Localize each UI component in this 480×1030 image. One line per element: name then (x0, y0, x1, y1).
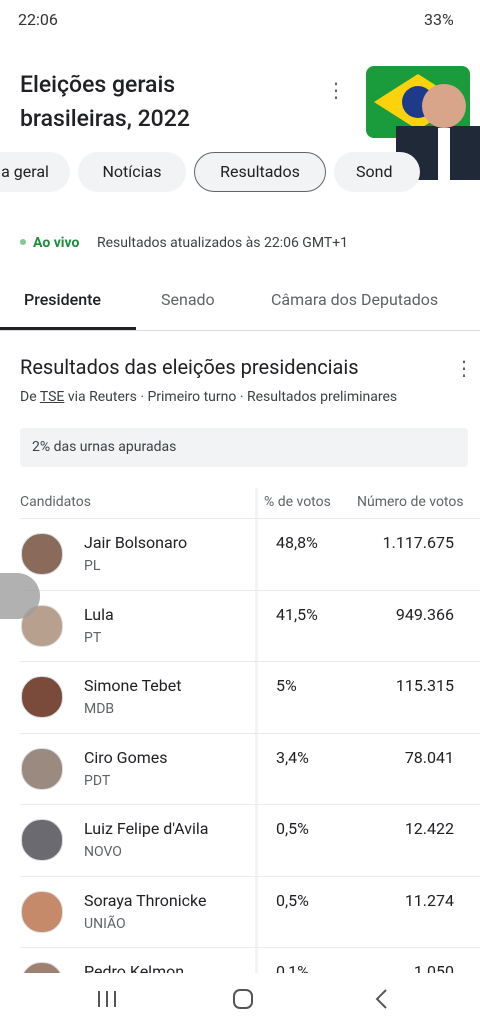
chip[interactable]: Sond (334, 152, 420, 192)
status-time: 22:06 (18, 10, 58, 29)
party: PT (84, 629, 102, 646)
vote-pct: 3,4% (276, 747, 309, 767)
chip[interactable]: Notícias (78, 152, 186, 192)
avatar (21, 676, 63, 718)
column-divider (255, 488, 258, 973)
party: UNIÃO (84, 915, 126, 932)
vote-count: 1.117.675 (382, 533, 454, 552)
candidate-name: Soraya Thronicke (84, 890, 207, 910)
source: De TSE via Reuters · Primeiro turno · Re… (20, 389, 397, 405)
source-rest: via Reuters · Primeiro turno · Resultado… (67, 389, 398, 405)
vote-count: 78.041 (404, 747, 454, 767)
tab[interactable]: Câmara dos Deputados (271, 290, 439, 309)
row-divider (20, 875, 480, 877)
table-body: Jair Bolsonaro PL 48,8% 1.117.675 Lula PT 41,5… (0, 518, 480, 973)
status-battery: 33% (424, 10, 454, 29)
party: MDB (84, 701, 115, 717)
vote-pct: 48,8% (276, 533, 318, 552)
header-image (366, 66, 480, 180)
tab-selected[interactable]: Presidente (24, 290, 101, 309)
divider (0, 330, 480, 331)
candidate-name: Lula (84, 604, 114, 624)
banner: 2% das urnas apuradas (20, 428, 468, 467)
candidate-name: Luiz Felipe d'Avila (84, 819, 209, 838)
card-menu[interactable]: ⋮ (454, 356, 474, 380)
row-divider (20, 661, 480, 662)
candidate-name: Jair Bolsonaro (84, 533, 188, 552)
avatar (21, 890, 63, 933)
source-link[interactable]: TSE (39, 389, 65, 405)
page-title: Eleições gerais brasileiras, 2022 (20, 71, 190, 132)
row-divider (20, 589, 480, 591)
row-divider (20, 732, 480, 734)
vote-count: 115.315 (395, 676, 454, 695)
live-dot (20, 239, 26, 245)
live-text: Resultados atualizados às 22:06 GMT+1 (97, 235, 349, 251)
chip-selected[interactable]: Resultados (194, 152, 326, 192)
vote-pct: 0,5% (276, 890, 309, 910)
source-prefix: De (20, 389, 37, 405)
vote-count: 12.422 (404, 819, 454, 838)
avatar (21, 533, 63, 575)
vote-pct: 0,5% (276, 819, 309, 838)
card-title: Resultados das eleições presidenciais (20, 355, 359, 379)
avatar (21, 962, 63, 973)
party: NOVO (84, 844, 122, 860)
candidate-name: Ciro Gomes (84, 747, 168, 767)
candidate-name: Simone Tebet (84, 676, 182, 695)
vote-count: 949.366 (395, 604, 454, 624)
candidate-name: Pedro Kelmon (84, 962, 185, 973)
row-divider (20, 947, 480, 948)
avatar (21, 747, 63, 790)
col-header: Candidatos (20, 494, 91, 510)
vote-pct: 0,1% (276, 962, 309, 973)
vote-count: 1.050 (413, 962, 454, 973)
edit-button[interactable] (0, 573, 40, 619)
chip[interactable]: a geral (0, 152, 70, 192)
nav-bar (0, 975, 480, 1030)
avatar (21, 819, 63, 861)
nav-icons (98, 989, 387, 1009)
vote-pct: 5% (276, 676, 297, 695)
vote-count: 11.274 (404, 890, 454, 910)
col-header: Número de votos (357, 494, 464, 510)
row-divider (20, 804, 480, 805)
col-header: % de votos (264, 494, 331, 510)
party: PL (84, 558, 101, 574)
party: PDT (84, 772, 111, 789)
live-label: Ao vivo (33, 235, 80, 251)
vote-pct: 41,5% (276, 604, 318, 624)
tab[interactable]: Senado (161, 290, 215, 309)
row-divider (20, 518, 480, 519)
tab-indicator (0, 327, 136, 330)
menu-icon[interactable]: ⋮ (326, 78, 346, 102)
